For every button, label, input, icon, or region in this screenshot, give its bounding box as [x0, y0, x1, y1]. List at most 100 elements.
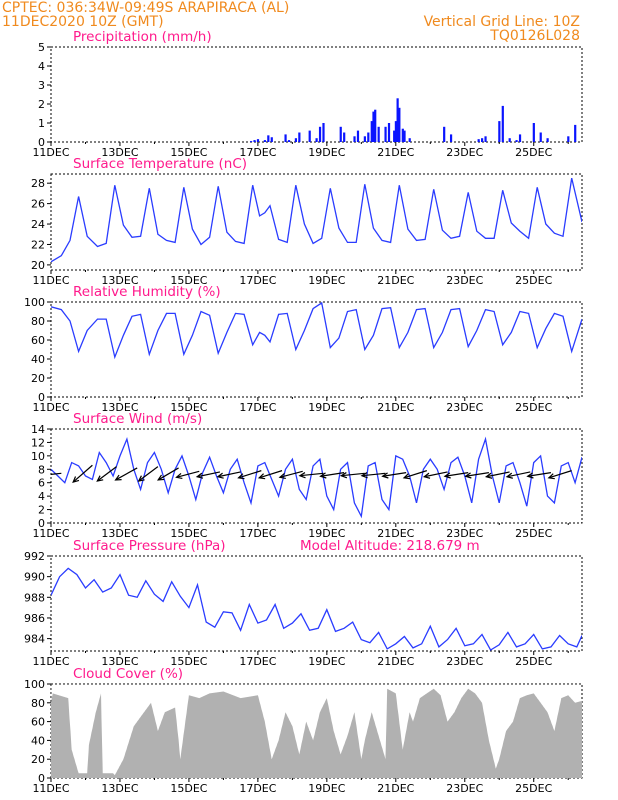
wind-arrow	[279, 470, 303, 478]
wind-arrow-head	[443, 472, 451, 479]
y-tick-label: 10	[31, 450, 45, 463]
y-tick-label: 0	[38, 136, 45, 149]
x-tick-label: 15DEC	[170, 527, 207, 540]
panel-title: Surface Wind (m/s)	[73, 411, 202, 427]
rh-line	[51, 302, 582, 360]
x-tick-label: 25DEC	[515, 527, 552, 540]
panel-title: Precipitation (mm/h)	[73, 29, 212, 45]
x-tick-label: 15DEC	[170, 782, 207, 795]
header-grid-line: Vertical Grid Line: 10Z	[424, 14, 580, 30]
precip-bar	[477, 139, 480, 142]
y-tick-label: 60	[31, 334, 45, 347]
precip-bar	[532, 123, 535, 142]
x-tick-label: 23DEC	[446, 655, 483, 668]
precip-bar	[518, 134, 522, 142]
y-tick-label: 0	[38, 391, 45, 404]
panel-precip: Precipitation (mm/h) 0 1 2 3 4 5 11DEC 13DEC 15DE…	[32, 29, 583, 159]
wind-arrow	[506, 471, 531, 478]
wind-arrow-head	[72, 476, 80, 483]
y-tick-label: 990	[24, 571, 45, 584]
wind-arrow-head	[381, 472, 389, 479]
plot-frame	[50, 555, 583, 652]
wind-arrow	[157, 467, 179, 481]
y-tick-label: 992	[24, 550, 45, 563]
wind-arrow-head	[216, 472, 224, 479]
wind-arrow-head	[402, 473, 411, 480]
y-tick-label: 984	[24, 633, 45, 646]
plot-area	[51, 567, 582, 651]
wind-arrow	[51, 472, 62, 475]
precip-bar	[481, 138, 484, 142]
x-tick-label: 21DEC	[377, 782, 414, 795]
wind-arrow-head	[422, 472, 431, 479]
y-tick-label: 986	[24, 612, 45, 625]
x-tick-label: 25DEC	[515, 401, 552, 414]
x-tick-label: 11DEC	[32, 655, 69, 668]
y-tick-label: 80	[31, 697, 45, 710]
panel-annotation: Model Altitude: 218.679 m	[300, 538, 480, 554]
wind-arrow	[320, 472, 345, 477]
y-tick-label: 6	[38, 477, 45, 490]
x-tick-label: 19DEC	[308, 782, 345, 795]
wind-arrow	[527, 472, 552, 477]
wind-arrow	[341, 472, 365, 477]
precip-bar	[263, 140, 266, 142]
x-tick-label: 15DEC	[170, 401, 207, 414]
precip-bar	[484, 136, 487, 142]
precip-bar	[567, 136, 570, 142]
x-tick-label: 19DEC	[308, 274, 345, 287]
x-tick-label: 19DEC	[308, 401, 345, 414]
plot-area	[51, 684, 582, 778]
x-tick-label: 15DEC	[170, 274, 207, 287]
y-tick-label: 12	[31, 436, 45, 449]
header-datetime: 11DEC2020 10Z (GMT)	[2, 14, 164, 30]
x-tick-label: 11DEC	[32, 401, 69, 414]
wind-arrow	[115, 467, 138, 481]
precip-bar	[298, 132, 301, 142]
wind-arrow-head	[96, 475, 104, 482]
precip-bar	[449, 134, 453, 142]
precip-bar	[249, 141, 253, 142]
y-tick-label: 20	[31, 372, 45, 385]
wind-arrow-head	[278, 472, 286, 480]
y-tick-label: 0	[38, 517, 45, 530]
x-tick-label: 19DEC	[308, 655, 345, 668]
x-tick-label: 13DEC	[101, 274, 138, 287]
plot-area	[51, 436, 582, 519]
wind-arrow	[444, 472, 469, 477]
precip-bar	[574, 124, 577, 142]
precip-bar	[370, 121, 373, 142]
x-tick-label: 23DEC	[446, 782, 483, 795]
x-tick-label: 19DEC	[308, 146, 345, 159]
precip-bar	[377, 126, 380, 142]
y-tick-label: 60	[31, 716, 45, 729]
plot-frame	[50, 301, 583, 398]
precip-bar	[403, 130, 406, 142]
wind-arrow	[424, 471, 448, 478]
x-tick-label: 13DEC	[101, 655, 138, 668]
y-tick-label: 5	[38, 41, 45, 54]
wind-arrow	[299, 472, 324, 477]
plot-area	[249, 98, 577, 142]
precip-bar	[501, 105, 504, 142]
wind-arrow-head	[114, 474, 122, 481]
wind-arrow	[486, 471, 510, 478]
x-tick-label: 13DEC	[101, 782, 138, 795]
precip-bar	[253, 140, 256, 142]
x-tick-label: 17DEC	[239, 401, 276, 414]
wind-arrow-head	[526, 472, 534, 479]
wind-arrow-head	[339, 472, 348, 479]
precip-bar	[387, 123, 391, 142]
precip-bar	[284, 134, 287, 142]
wind-arrow-head	[505, 472, 513, 479]
plot-area	[51, 302, 582, 360]
wind-arrow-head	[319, 472, 327, 479]
precip-bar	[443, 126, 446, 142]
y-tick-label: 2	[38, 98, 45, 111]
wind-arrow	[382, 472, 407, 477]
plot-area	[51, 177, 582, 263]
x-tick-label: 25DEC	[515, 274, 552, 287]
y-tick-label: 28	[31, 177, 45, 190]
